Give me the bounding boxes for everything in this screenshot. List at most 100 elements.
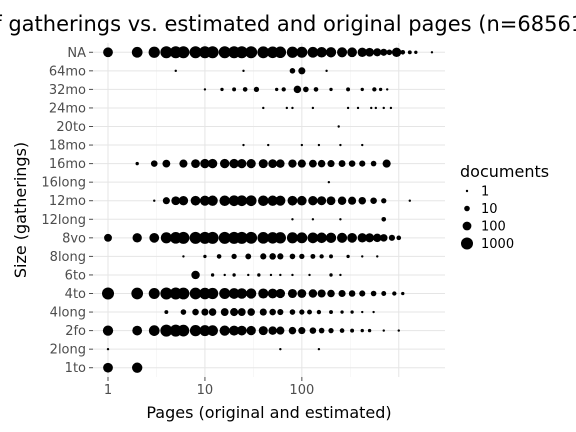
data-point — [262, 106, 265, 110]
data-point — [236, 325, 247, 336]
data-point — [318, 327, 325, 334]
data-point — [348, 196, 357, 205]
data-point — [269, 273, 273, 277]
data-point — [392, 291, 397, 296]
y-tick-label: 4to — [65, 287, 86, 302]
data-point — [281, 87, 286, 92]
data-point — [348, 160, 356, 167]
data-point — [174, 69, 177, 73]
data-point — [276, 159, 285, 168]
y-axis-ticks: 1to 2long 2fo 4long 4to 6to 8long 8vo 12long 12mo… — [41, 46, 93, 376]
data-point — [160, 287, 173, 300]
data-point — [206, 46, 219, 59]
data-point — [236, 288, 248, 299]
data-point — [307, 232, 319, 244]
data-point — [380, 48, 388, 56]
legend-key — [461, 237, 473, 250]
data-point — [103, 47, 113, 58]
data-point — [327, 180, 331, 184]
data-point — [317, 159, 326, 168]
data-point — [257, 273, 261, 277]
data-point — [374, 106, 378, 110]
data-point — [247, 273, 250, 277]
data-point — [207, 158, 218, 169]
data-point — [350, 310, 354, 314]
data-point — [389, 106, 393, 110]
data-point — [329, 254, 333, 259]
data-point — [179, 159, 188, 168]
data-point — [199, 325, 211, 337]
data-point — [148, 46, 160, 58]
data-point — [346, 87, 351, 92]
data-point — [206, 231, 219, 244]
data-point — [359, 290, 366, 297]
data-point — [381, 291, 387, 296]
data-point — [365, 233, 375, 243]
data-point — [259, 308, 267, 316]
data-point — [291, 218, 294, 221]
plot-panel — [93, 43, 445, 377]
data-point — [309, 327, 317, 334]
data-point — [162, 197, 170, 205]
data-point — [246, 159, 256, 169]
data-point — [229, 158, 239, 169]
data-point — [307, 46, 319, 58]
data-point — [189, 287, 202, 300]
y-tick-label: 20to — [56, 120, 86, 135]
legend-entries: 1 10 100 1000 — [461, 185, 514, 252]
data-point — [276, 326, 285, 335]
data-point — [191, 270, 200, 280]
data-point — [316, 47, 327, 58]
data-point — [253, 86, 260, 93]
data-point — [208, 308, 217, 316]
data-point — [288, 326, 297, 335]
y-tick-label: 6to — [65, 268, 86, 283]
data-point — [299, 253, 305, 260]
data-point — [268, 159, 278, 169]
data-point — [267, 195, 278, 206]
data-point — [297, 289, 307, 298]
data-point — [160, 324, 173, 337]
data-point — [132, 325, 143, 336]
data-point — [370, 160, 377, 167]
data-point — [347, 47, 357, 58]
y-tick-label: 1to — [65, 361, 86, 376]
data-point — [210, 273, 215, 277]
data-point — [229, 325, 240, 336]
data-point — [103, 362, 113, 373]
data-point — [391, 47, 402, 57]
data-point — [237, 308, 246, 316]
data-point — [245, 195, 257, 207]
data-point — [397, 329, 400, 332]
data-point — [102, 287, 115, 300]
data-point — [325, 69, 328, 73]
data-point — [242, 69, 245, 73]
data-point — [311, 106, 315, 110]
data-point — [106, 347, 110, 351]
data-point — [339, 273, 342, 277]
x-tick-label: 10 — [197, 383, 214, 398]
data-point — [297, 159, 306, 168]
data-point — [274, 46, 287, 59]
data-point — [260, 253, 267, 260]
data-point — [308, 159, 317, 168]
data-point — [379, 234, 388, 242]
data-point — [191, 159, 200, 169]
data-point — [288, 159, 297, 168]
y-tick-label: 16long — [41, 176, 86, 191]
data-point — [400, 49, 406, 55]
y-tick-label: 16mo — [49, 157, 86, 172]
data-point — [298, 327, 306, 335]
data-point — [357, 233, 367, 243]
data-point — [382, 159, 391, 168]
data-point — [132, 362, 143, 373]
data-point — [220, 158, 230, 169]
y-tick-label: 12long — [41, 213, 86, 228]
y-tick-label: 18mo — [49, 139, 86, 154]
data-point — [360, 328, 364, 333]
data-point — [357, 47, 367, 57]
data-point — [289, 68, 296, 74]
data-point — [267, 143, 270, 147]
data-point — [199, 195, 210, 206]
data-point — [361, 310, 364, 314]
